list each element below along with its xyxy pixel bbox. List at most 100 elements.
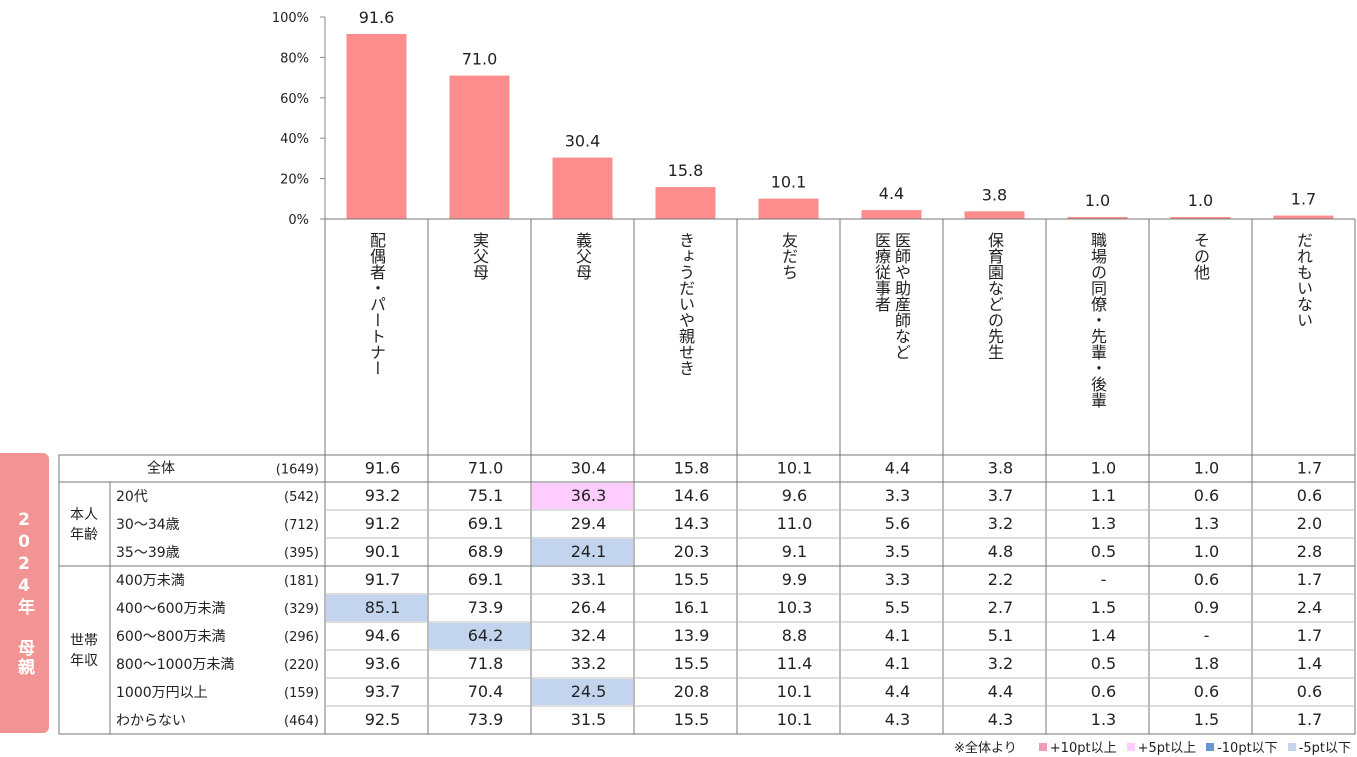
table-cell: 0.5: [1091, 654, 1116, 673]
legend-swatch: [1038, 742, 1047, 751]
table-cell: 85.1: [365, 598, 401, 617]
table-cell: 68.9: [468, 542, 504, 561]
table-cell: 92.5: [365, 710, 401, 729]
row-label: 全体: [147, 460, 175, 477]
table-cell: 15.5: [674, 654, 710, 673]
table-cell: 1.5: [1091, 598, 1116, 617]
table-cell: 4.1: [885, 654, 910, 673]
table-cell: 1.4: [1297, 654, 1322, 673]
data-label: 4.4: [879, 184, 904, 203]
table-cell: 3.7: [988, 486, 1013, 505]
table-cell: 71.8: [468, 654, 504, 673]
category-label: だれもいない: [1294, 232, 1313, 328]
table-cell: 29.4: [571, 514, 607, 533]
table-cell: 93.6: [365, 654, 401, 673]
table-cell: 70.4: [468, 682, 504, 701]
highlight-cell: [532, 679, 633, 705]
highlight-cell: [429, 623, 530, 649]
bar: [861, 210, 922, 219]
row-label: 30～34歳: [116, 517, 180, 533]
table-cell: 26.4: [571, 598, 607, 617]
bar: [758, 198, 819, 219]
table-cell: -: [1101, 570, 1107, 589]
table-cell: 16.1: [674, 598, 710, 617]
table-cell: 4.4: [885, 459, 910, 478]
table-cell: 20.3: [674, 542, 710, 561]
table-cell: 0.6: [1194, 486, 1219, 505]
bar: [552, 157, 613, 219]
table-cell: 11.4: [777, 654, 813, 673]
table-cell: 4.4: [988, 682, 1013, 701]
data-label: 3.8: [982, 185, 1007, 204]
table-cell: 93.7: [365, 682, 401, 701]
data-label: 1.7: [1291, 190, 1316, 209]
table-cell: 0.5: [1091, 542, 1116, 561]
data-label: 10.1: [771, 173, 807, 192]
table-cell: 1.7: [1297, 710, 1322, 729]
row-label: 1000万円以上: [116, 685, 208, 701]
table-cell: 2.7: [988, 598, 1013, 617]
row-n: (159): [284, 686, 319, 701]
legend-label: +5pt以上: [1137, 741, 1197, 756]
bar: [449, 75, 510, 219]
table-cell: 1.3: [1091, 710, 1116, 729]
category-label: その他: [1191, 232, 1210, 281]
table-cell: 1.4: [1091, 626, 1116, 645]
table-cell: 5.1: [988, 626, 1013, 645]
table-cell: 69.1: [468, 570, 504, 589]
table-cell: 1.5: [1194, 710, 1219, 729]
row-n: (296): [284, 630, 319, 645]
legend-item-minus5: -5pt以下: [1287, 737, 1351, 756]
category-label: 実父母: [470, 232, 489, 281]
data-label: 15.8: [668, 161, 704, 180]
highlight-cell: [532, 483, 633, 509]
table-cell: 33.1: [571, 570, 607, 589]
y-tick-label: 0%: [288, 213, 309, 228]
table-cell: 3.3: [885, 486, 910, 505]
table-cell: 4.8: [988, 542, 1013, 561]
table-cell: 90.1: [365, 542, 401, 561]
table-cell: 1.7: [1297, 459, 1322, 478]
table-cell: 4.3: [885, 710, 910, 729]
row-n: (329): [284, 602, 319, 617]
table-cell: 10.1: [777, 459, 813, 478]
legend-swatch: [1126, 742, 1135, 751]
table-cell: 0.9: [1194, 598, 1219, 617]
row-n: (395): [284, 546, 319, 561]
category-label: 配偶者・パートナー: [367, 232, 386, 376]
table-cell: 64.2: [468, 626, 504, 645]
data-label: 1.0: [1085, 191, 1110, 210]
side-label: 2024年 母親: [14, 509, 34, 677]
table-cell: 1.8: [1194, 654, 1219, 673]
table-cell: 0.6: [1091, 682, 1116, 701]
table-cell: 15.5: [674, 710, 710, 729]
table-cell: 2.0: [1297, 514, 1322, 533]
row-label: わからない: [116, 713, 186, 729]
table-cell: 1.3: [1091, 514, 1116, 533]
data-label: 71.0: [462, 50, 498, 69]
table-cell: 3.2: [988, 654, 1013, 673]
table-cell: 3.5: [885, 542, 910, 561]
row-n: (712): [284, 518, 319, 533]
table-cell: 20.8: [674, 682, 710, 701]
row-n: (1649): [276, 463, 319, 478]
table-cell: 5.5: [885, 598, 910, 617]
table-cell: 5.6: [885, 514, 910, 533]
y-tick-label: 40%: [280, 132, 309, 147]
legend-item-minus10: -10pt以下: [1206, 737, 1278, 756]
table-cell: 0.6: [1297, 682, 1322, 701]
table-cell: 1.3: [1194, 514, 1219, 533]
table-cell: 24.5: [571, 682, 607, 701]
table-cell: 33.2: [571, 654, 607, 673]
table-cell: 32.4: [571, 626, 607, 645]
table-cell: 93.2: [365, 486, 401, 505]
table-cell: 4.1: [885, 626, 910, 645]
table-cell: 31.5: [571, 710, 607, 729]
category-label: 職場の同僚・先輩・後輩: [1088, 232, 1107, 408]
legend-note: ※全体より: [954, 741, 1017, 756]
table-cell: 10.1: [777, 710, 813, 729]
table-cell: 14.6: [674, 486, 710, 505]
category-label: 保育園などの先生: [985, 232, 1004, 360]
legend-item-plus5: +5pt以上: [1126, 737, 1197, 756]
table-cell: 1.0: [1194, 542, 1219, 561]
